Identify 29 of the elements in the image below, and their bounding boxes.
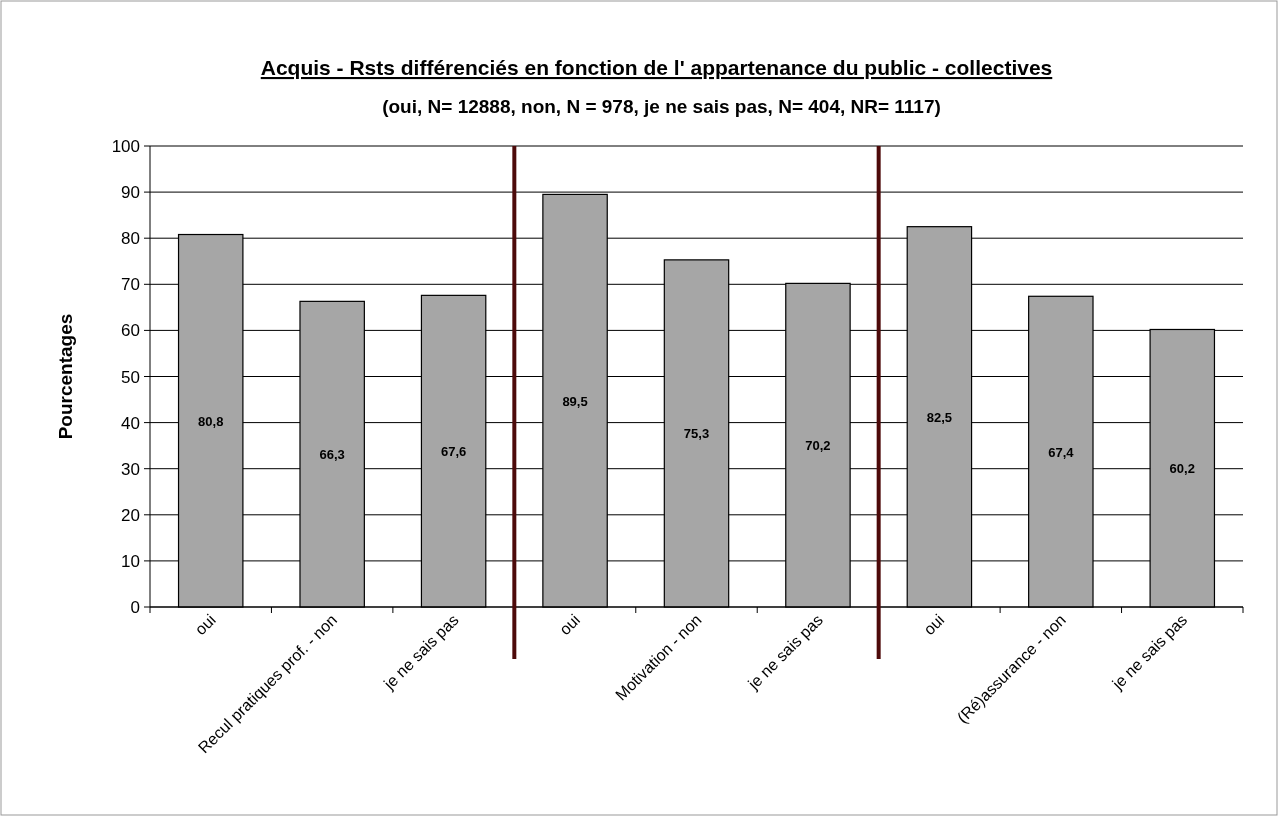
y-tick-label: 80 bbox=[121, 229, 140, 249]
x-tick-label: oui bbox=[556, 611, 584, 639]
data-label: 60,2 bbox=[1169, 461, 1195, 477]
data-label: 82,5 bbox=[926, 409, 953, 425]
y-tick-label: 70 bbox=[121, 275, 140, 295]
y-tick-label: 10 bbox=[121, 551, 140, 571]
y-axis-title: Pourcentages bbox=[55, 313, 76, 440]
data-label: 66,3 bbox=[319, 447, 345, 463]
y-tick-label: 100 bbox=[111, 137, 140, 156]
data-label: 70,2 bbox=[805, 438, 831, 454]
x-tick-label: oui bbox=[191, 611, 219, 639]
x-tick-label: je ne sais pas bbox=[1108, 611, 1191, 694]
y-tick-label: 40 bbox=[121, 413, 140, 433]
x-tick-label: je ne sais pas bbox=[379, 611, 462, 694]
data-label: 67,6 bbox=[440, 444, 467, 460]
chart-title: Acquis - Rsts différenciés en fonction de l' appartenance du public - collectives bbox=[260, 56, 1053, 79]
chart-subtitle: (oui, N= 12888, non, N = 978, je ne sais pas, N= 404, NR= 1117) bbox=[382, 96, 941, 117]
x-tick-label: oui bbox=[920, 611, 948, 639]
x-tick-label: je ne sais pas bbox=[744, 611, 827, 694]
y-tick-label: 20 bbox=[121, 505, 140, 525]
y-tick-label: 60 bbox=[121, 321, 140, 341]
y-tick-label: 30 bbox=[121, 459, 140, 479]
data-label: 89,5 bbox=[562, 393, 588, 409]
y-tick-label: 50 bbox=[121, 367, 140, 387]
y-tick-label: 90 bbox=[121, 183, 140, 203]
data-label: 75,3 bbox=[683, 426, 710, 442]
data-label: 67,4 bbox=[1048, 444, 1075, 460]
y-tick-label: 0 bbox=[130, 598, 140, 617]
data-label: 80,8 bbox=[198, 413, 224, 429]
